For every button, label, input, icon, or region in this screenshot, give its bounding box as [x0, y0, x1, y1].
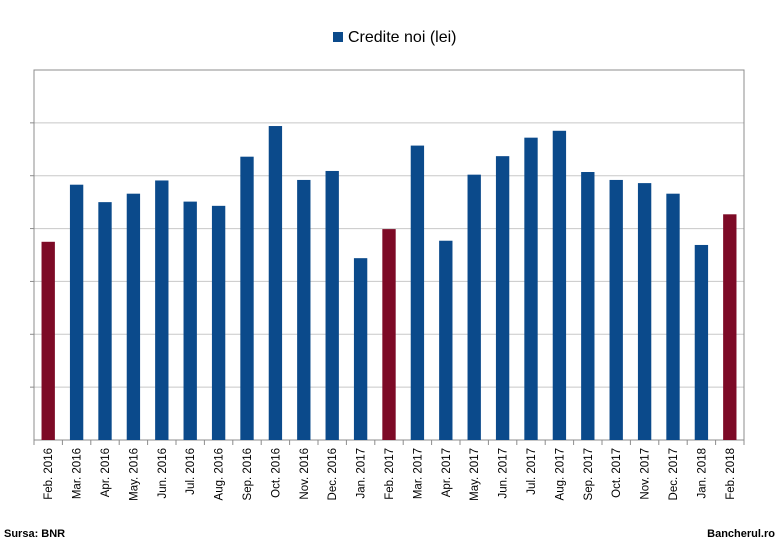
bar [126, 193, 141, 440]
x-tick-label: Mar. 2017 [412, 448, 424, 499]
bar [183, 201, 197, 440]
bar [382, 229, 396, 440]
x-tick-label: Nov. 2016 [299, 448, 311, 500]
x-tick-label: Jun. 2016 [157, 448, 169, 499]
x-tick-label: Nov. 2017 [640, 448, 652, 500]
x-tick-label: Oct. 2016 [270, 448, 282, 498]
bar [69, 184, 84, 440]
x-tick-label: Sep. 2017 [583, 448, 595, 500]
x-tick-label: Jul. 2017 [526, 448, 538, 495]
x-tick-label: Dec. 2016 [327, 448, 339, 500]
bar [581, 172, 595, 440]
bar [439, 240, 453, 440]
legend-swatch [333, 32, 343, 42]
x-tick-label: Feb. 2016 [43, 448, 55, 500]
bar [495, 156, 510, 440]
x-tick-label: Oct. 2017 [611, 448, 623, 498]
bar [723, 214, 737, 440]
bar [666, 193, 680, 440]
x-tick-label: May. 2017 [469, 448, 481, 501]
bar [410, 145, 425, 440]
x-axis-ticks [33, 440, 745, 445]
x-tick-label: Jan. 2017 [356, 448, 368, 499]
x-tick-label: Jun. 2017 [498, 448, 510, 499]
bar [609, 179, 623, 440]
bar [240, 156, 254, 440]
bar [694, 244, 709, 440]
bar [353, 258, 368, 440]
x-tick-label: Apr. 2016 [100, 448, 112, 497]
bar [211, 205, 226, 440]
x-tick-label: Aug. 2017 [554, 448, 566, 500]
x-tick-label: Dec. 2017 [668, 448, 680, 500]
bar [41, 241, 55, 440]
x-tick-label: Jul. 2016 [185, 448, 197, 495]
bar [325, 170, 339, 440]
x-tick-label: Sep. 2016 [242, 448, 254, 500]
bar [552, 130, 567, 441]
source-label: Sursa: BNR [4, 528, 66, 540]
x-tick-label: Mar. 2016 [72, 448, 84, 499]
bar [268, 126, 283, 440]
bar [297, 179, 311, 440]
bar [524, 137, 538, 440]
x-tick-label: Apr. 2017 [441, 448, 453, 497]
bar [637, 183, 652, 441]
bar [467, 174, 481, 440]
x-tick-label: Feb. 2017 [384, 448, 396, 500]
brand-label: Bancherul.ro [707, 528, 775, 540]
x-axis-labels: Feb. 2016 Mar. 2016 Apr. 2016 May. 2016 Jun.… [43, 448, 737, 501]
x-tick-label: Aug. 2016 [214, 448, 226, 500]
legend: Credite noi (lei) [333, 29, 456, 46]
legend-label: Credite noi (lei) [348, 29, 456, 46]
bar [155, 180, 169, 440]
bars [41, 126, 737, 441]
bar [98, 202, 112, 440]
x-tick-label: Feb. 2018 [725, 448, 737, 500]
x-tick-label: Jan. 2018 [696, 448, 708, 499]
x-tick-label: May. 2016 [128, 448, 140, 501]
